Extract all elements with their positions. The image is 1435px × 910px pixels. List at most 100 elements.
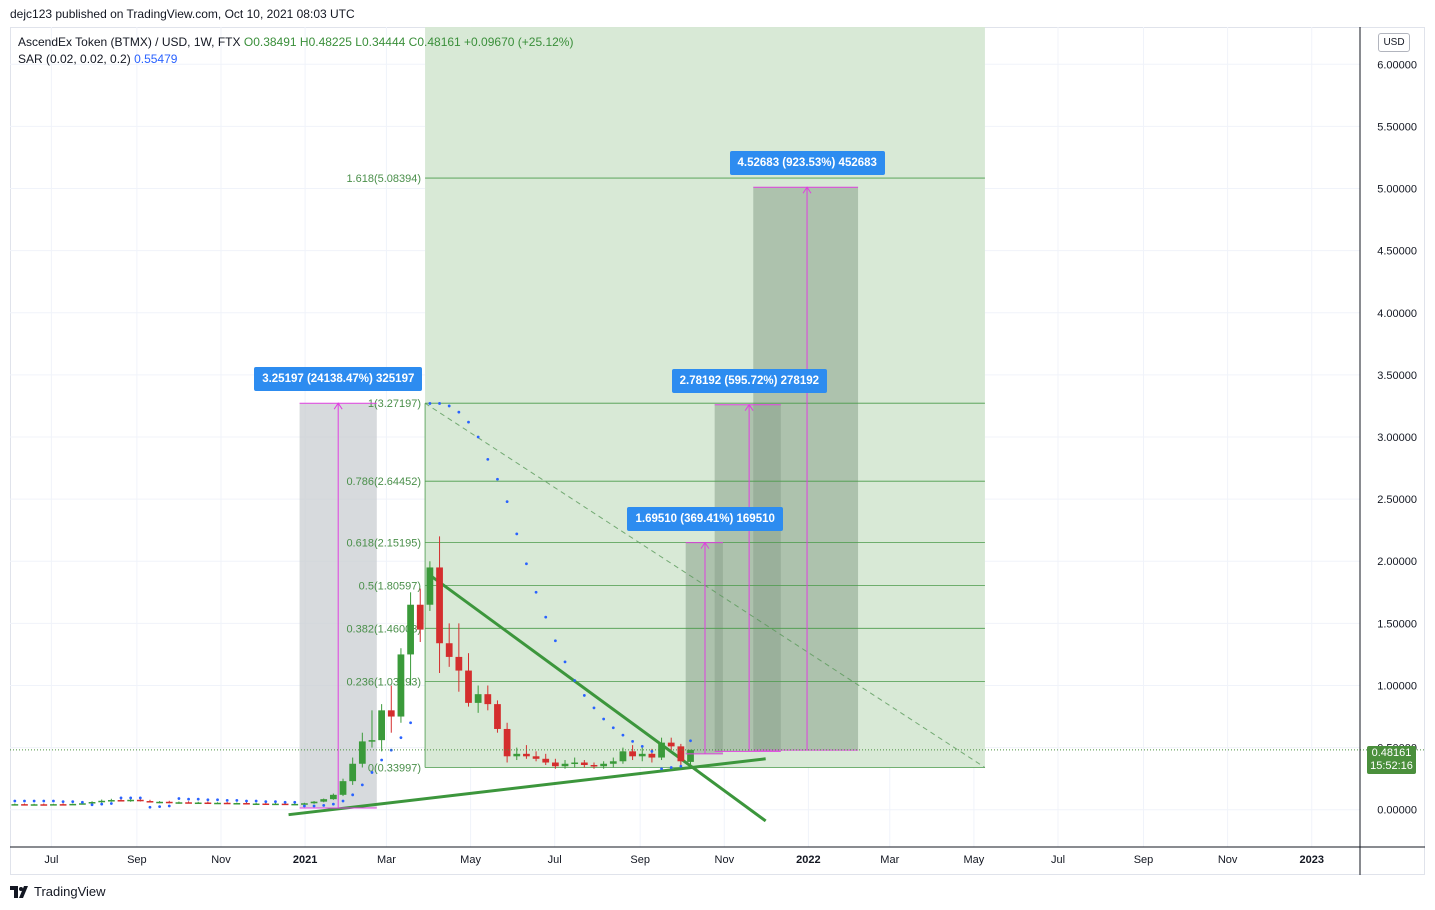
bar-countdown: 15:52:16 — [1370, 760, 1413, 772]
legend-ohlc: O0.38491 H0.48225 L0.34444 C0.48161 +0.0… — [243, 35, 574, 49]
axes: 0.000000.500001.000001.500002.000002.500… — [10, 27, 1425, 875]
sar-dot — [486, 457, 490, 461]
measurement-callout: 4.52683 (923.53%) 452683 — [729, 151, 885, 176]
sar-dot — [13, 799, 17, 803]
price-tick-label: 6.00000 — [1377, 59, 1417, 71]
candle-body — [407, 604, 414, 655]
fib-level-label: 0.5(1.80597) — [359, 580, 421, 592]
candle-body — [320, 799, 328, 802]
sar-dot — [351, 793, 355, 797]
sar-dot — [409, 721, 412, 725]
candle-body — [243, 803, 250, 805]
sar-dot — [148, 805, 152, 809]
candle-body — [88, 802, 96, 804]
sar-dot — [331, 802, 335, 806]
candle-body — [136, 799, 144, 802]
fib-level-label: 0(0.33997) — [368, 762, 421, 774]
sar-dot — [563, 660, 567, 664]
sar-dot — [428, 402, 432, 405]
candle-body — [98, 800, 106, 803]
candle-body — [146, 801, 154, 803]
candle-body — [667, 742, 675, 747]
candle-body — [204, 802, 212, 805]
candle-body — [214, 802, 221, 805]
sar-dot — [640, 744, 644, 748]
price-chart[interactable]: 0(0.33997)0.236(1.03193)0.382(1.46003)0.… — [10, 27, 1425, 875]
candle-body — [30, 804, 38, 806]
trendline — [288, 757, 766, 817]
price-tick-label: 5.00000 — [1377, 184, 1417, 196]
candle-body — [436, 567, 443, 644]
sar-dot — [544, 615, 548, 619]
candle-body — [494, 704, 501, 729]
legend-symbol-line: AscendEx Token (BTMX) / USD, 1W, FTX O0.… — [18, 35, 573, 49]
candle-body — [127, 799, 135, 802]
sar-dot — [505, 500, 509, 504]
measurement-arrows — [299, 186, 859, 809]
sar-dot — [80, 800, 84, 804]
sar-dot — [650, 749, 654, 753]
legend-symbol: AscendEx Token (BTMX) / USD, 1W, FTX — [18, 35, 241, 49]
fib-level-label: 0.618(2.15195) — [346, 537, 421, 549]
sar-dot — [177, 797, 181, 800]
legend-sar-line: SAR (0.02, 0.02, 0.2) 0.55479 — [18, 52, 177, 66]
candle-body — [426, 567, 434, 605]
candle-body — [175, 802, 183, 804]
sar-dot — [52, 799, 55, 803]
candle-body — [59, 804, 67, 806]
sar-dot — [225, 799, 229, 802]
candle-body — [445, 643, 453, 657]
current-price-badge: 0.48161 15:52:16 — [1367, 746, 1416, 774]
sar-dot — [360, 783, 364, 787]
candle-body — [455, 656, 463, 671]
price-tick-label: 0.00000 — [1377, 805, 1417, 817]
price-tick-label: 2.00000 — [1377, 556, 1417, 568]
candle-body — [609, 761, 617, 764]
tradingview-logo[interactable]: TradingView — [10, 884, 106, 899]
currency-button[interactable]: USD — [1378, 33, 1410, 52]
sar-dot — [42, 799, 46, 803]
candle-body — [619, 751, 627, 762]
candle-body — [503, 728, 511, 757]
fib-level-label: 0.236(1.03193) — [346, 677, 421, 689]
candle-body — [532, 756, 540, 759]
sar-dot — [61, 800, 65, 804]
time-tick-label: Jul — [1051, 854, 1065, 866]
candle-body — [194, 802, 202, 805]
time-tick-label: Nov — [715, 854, 735, 866]
candle-body — [252, 803, 260, 806]
sar-dot — [245, 799, 248, 803]
time-tick-label: May — [460, 854, 481, 866]
candle-body — [281, 803, 289, 806]
sar-dot — [206, 798, 210, 802]
time-tick-label: 2021 — [293, 854, 317, 866]
sar-dot — [293, 800, 297, 804]
legend-sar-value: 0.55479 — [134, 52, 178, 66]
price-tick-label: 1.50000 — [1377, 618, 1417, 630]
sar-dot — [689, 739, 692, 743]
candle-body — [677, 746, 685, 762]
time-tick-label: Jul — [44, 854, 58, 866]
measurement-callout: 1.69510 (369.41%) 169510 — [627, 506, 783, 531]
sar-dot — [187, 797, 190, 801]
candle-body — [571, 762, 579, 765]
sar-dot — [370, 771, 374, 774]
sar-dot — [274, 800, 277, 804]
sar-dot — [129, 796, 133, 800]
sar-dot — [621, 733, 625, 737]
legend-sar-label: SAR (0.02, 0.02, 0.2) — [18, 52, 131, 66]
sar-dot — [264, 800, 268, 804]
sar-dot — [109, 802, 113, 805]
tradingview-brand: TradingView — [34, 884, 106, 899]
fib-level-label: 0.786(2.64452) — [346, 476, 421, 488]
candle-body — [513, 753, 521, 757]
time-tick-label: Sep — [127, 854, 147, 866]
candle-body — [69, 803, 77, 806]
sar-dot — [23, 799, 26, 803]
measure-zone — [753, 187, 859, 751]
candle-body — [387, 710, 395, 717]
sar-dot — [660, 767, 663, 771]
sar-dot — [322, 803, 326, 807]
tradingview-logo-icon — [10, 885, 28, 898]
candle-body — [233, 803, 241, 805]
